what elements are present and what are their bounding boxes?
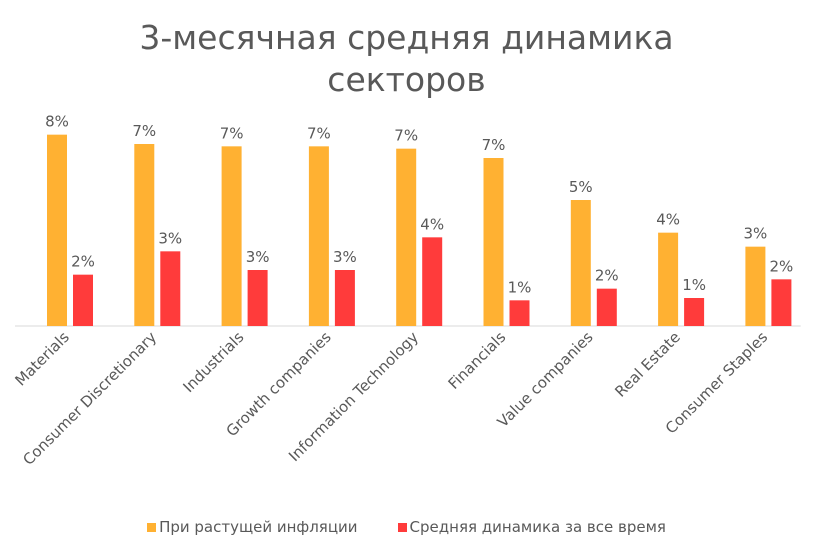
bar: [247, 270, 268, 326]
chart-title-line2: секторов: [327, 60, 486, 99]
category-label: Real Estate: [611, 328, 684, 401]
bar: [396, 148, 417, 326]
bar: [509, 300, 530, 326]
bar: [596, 288, 617, 326]
legend-label: При растущей инфляции: [159, 518, 358, 536]
bar: [483, 158, 504, 326]
category-label: Materials: [11, 328, 72, 389]
bar: [47, 134, 67, 326]
bar: [308, 146, 329, 326]
data-label: 3%: [158, 229, 182, 247]
data-label: 5%: [569, 178, 593, 196]
data-label: 2%: [595, 267, 619, 285]
bar: [658, 232, 679, 326]
bar: [160, 251, 181, 326]
data-label: 3%: [333, 248, 357, 266]
bar: [422, 237, 443, 326]
legend-item-inflation: При растущей инфляции: [147, 518, 358, 536]
data-label: 2%: [71, 253, 95, 271]
chart-title-line1: 3-месячная средняя динамика: [139, 18, 674, 57]
bar: [570, 200, 591, 326]
bar: [73, 274, 93, 326]
legend-swatch: [147, 522, 157, 532]
data-label: 1%: [508, 278, 532, 296]
bar: [134, 144, 155, 326]
bar: [745, 246, 766, 326]
bar: [334, 270, 355, 326]
data-label: 4%: [656, 211, 680, 229]
category-label: Industrials: [179, 328, 247, 396]
bar: [221, 146, 242, 326]
data-label: 4%: [420, 215, 444, 233]
legend: При растущей инфляции Средняя динамика з…: [0, 518, 813, 536]
bar: [684, 298, 705, 326]
data-label: 2%: [770, 257, 794, 275]
data-label: 3%: [744, 225, 768, 243]
bar: [771, 279, 792, 326]
legend-label: Средняя динамика за все время: [409, 518, 666, 536]
legend-item-average: Средняя динамика за все время: [397, 518, 666, 536]
data-label: 3%: [246, 248, 270, 266]
data-label: 1%: [682, 276, 706, 294]
category-label: Financials: [445, 328, 510, 393]
category-label: Value companies: [494, 328, 597, 431]
data-label: 7%: [394, 127, 418, 145]
data-label: 7%: [307, 124, 331, 142]
data-label: 7%: [482, 136, 506, 154]
data-label: 7%: [132, 122, 156, 140]
data-label: 7%: [220, 124, 244, 142]
data-label: 8%: [45, 113, 69, 131]
legend-swatch: [397, 522, 407, 532]
